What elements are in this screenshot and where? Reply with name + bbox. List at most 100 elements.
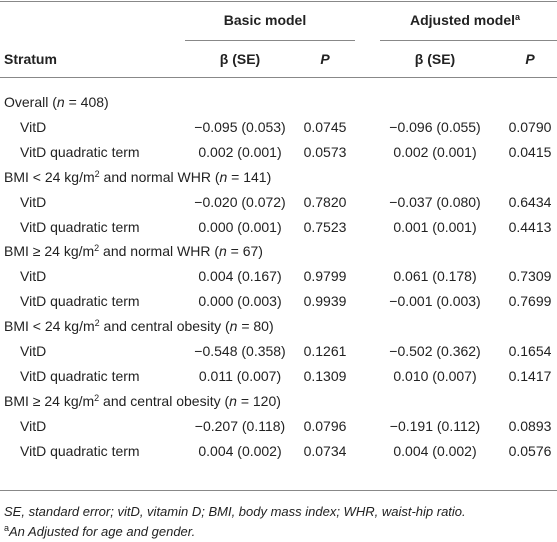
column-header: P	[525, 50, 534, 68]
cell: 0.0893	[508, 417, 552, 434]
row-label: VitD quadratic term	[20, 442, 140, 459]
cell: 0.0573	[303, 143, 347, 160]
group-header: Basic model	[224, 11, 306, 29]
cell: 0.4413	[508, 218, 552, 235]
text-segment: = 67)	[226, 243, 263, 260]
cell: 0.9939	[303, 293, 347, 310]
text-segment: β (SE)	[219, 51, 261, 67]
column-header: P	[320, 50, 329, 68]
text-segment: Stratum	[4, 51, 57, 67]
text-segment: An Adjusted for age and gender.	[9, 524, 196, 539]
text-segment: P	[320, 51, 330, 67]
text-segment: = 408)	[64, 94, 109, 110]
cell: 0.0576	[508, 442, 552, 459]
row-label: VitD	[20, 268, 47, 285]
cell: −0.001 (0.003)	[389, 293, 481, 310]
text-segment: and normal WHR (	[99, 243, 219, 260]
text-segment: 2	[94, 243, 100, 254]
cell: 0.1261	[303, 343, 347, 359]
text-segment: and central obesity (	[99, 318, 230, 335]
text-segment: SE, standard error; vitD, vitamin D; BMI…	[4, 504, 466, 519]
row-label: VitD quadratic term	[20, 218, 140, 235]
group-rule	[185, 40, 355, 41]
cell: 0.0796	[303, 417, 347, 434]
row-label: VitD	[20, 417, 47, 434]
text-segment: and central obesity (	[99, 392, 230, 409]
text-segment: 2	[94, 168, 100, 179]
text-segment: n	[56, 94, 65, 110]
stratum-label: BMI ≥ 24 kg/m2 and central obesity (n = …	[4, 392, 281, 410]
column-header: β (SE)	[220, 50, 260, 68]
cell: 0.1309	[303, 367, 347, 384]
row-label: VitD quadratic term	[20, 293, 140, 310]
cell: 0.004 (0.167)	[198, 268, 282, 285]
row-label: VitD quadratic term	[20, 143, 140, 160]
cell: 0.000 (0.001)	[198, 218, 282, 235]
group-header: Adjusted modela	[410, 11, 520, 29]
stratum-label: BMI ≥ 24 kg/m2 and normal WHR (n = 67)	[4, 242, 263, 260]
text-segment: BMI < 24 kg/m	[4, 318, 95, 335]
text-segment: a	[4, 523, 10, 533]
cell: 0.1417	[508, 367, 552, 384]
text-segment: = 141)	[227, 168, 272, 185]
text-segment: β (SE)	[414, 51, 456, 67]
cell: 0.0790	[508, 118, 552, 135]
text-segment: Basic model	[223, 12, 307, 28]
text-segment: 2	[94, 318, 100, 329]
cell: −0.548 (0.358)	[194, 343, 286, 359]
text-segment: = 80)	[237, 318, 274, 335]
bottom-rule	[0, 490, 557, 491]
text-segment: Adjusted model	[409, 12, 515, 28]
cell: −0.037 (0.080)	[389, 193, 481, 210]
text-segment: n	[218, 243, 227, 260]
cell: 0.7523	[303, 218, 347, 235]
column-header: Stratum	[4, 50, 57, 68]
cell: 0.004 (0.002)	[198, 442, 282, 459]
cell: 0.9799	[303, 268, 347, 285]
cell: −0.096 (0.055)	[389, 118, 481, 135]
cell: 0.002 (0.001)	[198, 143, 282, 160]
text-segment: and normal WHR (	[99, 168, 220, 185]
row-label: VitD	[20, 118, 47, 135]
stratum-label: BMI < 24 kg/m2 and normal WHR (n = 141)	[4, 168, 271, 186]
stratum-label: Overall (n = 408)	[4, 93, 109, 111]
row-label: VitD	[20, 343, 47, 359]
text-segment: n	[229, 318, 238, 335]
cell: −0.020 (0.072)	[194, 193, 286, 210]
cell: 0.001 (0.001)	[393, 218, 477, 235]
cell: −0.095 (0.053)	[194, 118, 286, 135]
cell: 0.0745	[303, 118, 347, 135]
text-segment: BMI < 24 kg/m	[4, 168, 95, 185]
cell: −0.191 (0.112)	[389, 417, 481, 434]
cell: 0.7699	[508, 293, 552, 310]
header-rule	[0, 77, 557, 78]
cell: 0.0415	[508, 143, 552, 160]
cell: −0.502 (0.362)	[389, 343, 481, 359]
top-rule	[0, 1, 557, 2]
cell: −0.207 (0.118)	[194, 417, 286, 434]
text-segment: n	[229, 392, 237, 409]
cell: 0.000 (0.003)	[198, 293, 282, 310]
cell: 0.7820	[303, 193, 347, 210]
column-header: β (SE)	[415, 50, 455, 68]
row-label: VitD	[20, 193, 47, 210]
cell: 0.004 (0.002)	[393, 442, 477, 459]
text-segment: = 120)	[236, 392, 281, 409]
cell: 0.7309	[508, 268, 552, 285]
row-label: VitD quadratic term	[20, 367, 140, 384]
stratum-label: BMI < 24 kg/m2 and central obesity (n = …	[4, 317, 274, 335]
cell: 0.010 (0.007)	[393, 367, 477, 384]
cell: 0.002 (0.001)	[393, 143, 477, 160]
text-segment: P	[525, 51, 535, 67]
cell: 0.061 (0.178)	[393, 268, 477, 285]
footnote: aAn Adjusted for age and gender.	[4, 523, 195, 541]
text-segment: n	[219, 168, 228, 185]
cell: 0.0734	[303, 442, 347, 459]
cell: 0.1654	[508, 343, 552, 359]
text-segment: Overall (	[4, 94, 57, 110]
text-segment: a	[515, 12, 521, 22]
group-rule	[380, 40, 557, 41]
text-segment: BMI ≥ 24 kg/m	[4, 392, 95, 409]
cell: 0.011 (0.007)	[198, 367, 282, 384]
